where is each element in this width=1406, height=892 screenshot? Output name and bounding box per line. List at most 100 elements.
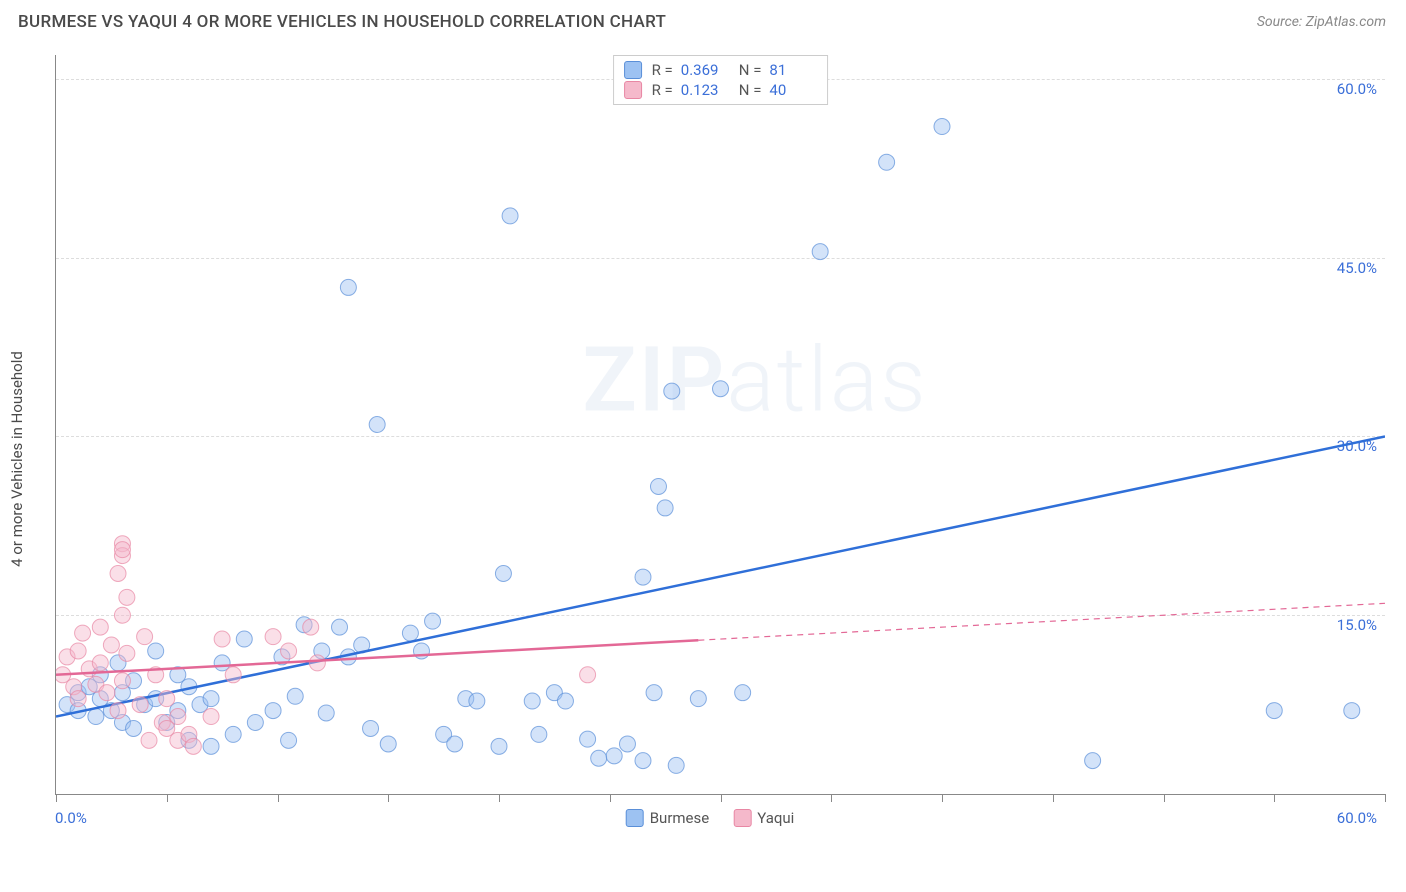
scatter-point <box>99 685 115 701</box>
scatter-point <box>657 500 673 516</box>
scatter-point <box>502 208 518 224</box>
scatter-point <box>281 643 297 659</box>
scatter-point <box>646 685 662 701</box>
plot-area: ZIPatlas R = 0.369 N = 81 R = 0.123 N = … <box>55 55 1385 795</box>
scatter-point <box>690 691 706 707</box>
x-tick <box>499 794 500 802</box>
scatter-point <box>606 748 622 764</box>
scatter-point <box>303 619 319 635</box>
scatter-point <box>447 736 463 752</box>
legend-bottom-item-0: Burmese <box>626 809 710 827</box>
scatter-point <box>619 736 635 752</box>
scatter-point <box>225 667 241 683</box>
x-tick <box>56 794 57 802</box>
scatter-point <box>340 279 356 295</box>
x-tick <box>1053 794 1054 802</box>
scatter-point <box>225 726 241 742</box>
scatter-point <box>713 381 729 397</box>
scatter-point <box>75 625 91 641</box>
scatter-point <box>879 154 895 170</box>
legend-bottom-label-0: Burmese <box>650 809 710 827</box>
legend-n-label: N = <box>739 81 762 99</box>
legend-n-val-1: 40 <box>769 81 817 99</box>
scatter-point <box>114 673 130 689</box>
legend-swatch-1 <box>624 81 642 99</box>
plot-svg <box>56 55 1385 794</box>
trend-line-solid <box>56 436 1385 716</box>
scatter-point <box>203 738 219 754</box>
chart-container: 4 or more Vehicles in Household ZIPatlas… <box>35 55 1385 845</box>
x-tick <box>942 794 943 802</box>
scatter-point <box>170 709 186 725</box>
scatter-point <box>126 720 142 736</box>
scatter-point <box>531 726 547 742</box>
scatter-point <box>203 691 219 707</box>
legend-bottom-swatch-0 <box>626 809 644 827</box>
scatter-point <box>735 685 751 701</box>
scatter-point <box>524 693 540 709</box>
legend-stats-row-0: R = 0.369 N = 81 <box>624 60 818 80</box>
scatter-point <box>92 619 108 635</box>
x-tick <box>167 794 168 802</box>
scatter-point <box>110 703 126 719</box>
x-tick <box>831 794 832 802</box>
scatter-point <box>332 619 348 635</box>
legend-stats-row-1: R = 0.123 N = 40 <box>624 80 818 100</box>
legend-r-label: R = <box>652 81 673 99</box>
scatter-point <box>132 697 148 713</box>
scatter-point <box>88 709 104 725</box>
scatter-point <box>380 736 396 752</box>
scatter-point <box>650 478 666 494</box>
scatter-point <box>114 607 130 623</box>
scatter-point <box>934 119 950 135</box>
scatter-point <box>557 693 573 709</box>
x-axis-label-right: 60.0% <box>1337 809 1377 827</box>
scatter-point <box>1085 753 1101 769</box>
x-axis-label-left: 0.0% <box>55 809 87 827</box>
trend-line-dashed <box>698 603 1385 640</box>
scatter-point <box>114 542 130 558</box>
y-axis-label: 4 or more Vehicles in Household <box>8 351 26 567</box>
scatter-point <box>1344 703 1360 719</box>
scatter-point <box>1266 703 1282 719</box>
scatter-point <box>591 750 607 766</box>
legend-r-label: R = <box>652 61 673 79</box>
scatter-point <box>70 643 86 659</box>
legend-bottom: Burmese Yaqui <box>626 809 795 827</box>
scatter-point <box>185 738 201 754</box>
legend-bottom-label-1: Yaqui <box>757 809 794 827</box>
scatter-point <box>92 655 108 671</box>
scatter-point <box>110 565 126 581</box>
legend-swatch-0 <box>624 61 642 79</box>
scatter-point <box>265 703 281 719</box>
scatter-point <box>664 383 680 399</box>
scatter-point <box>247 714 263 730</box>
scatter-point <box>580 667 596 683</box>
x-tick <box>1274 794 1275 802</box>
scatter-point <box>363 720 379 736</box>
scatter-point <box>369 417 385 433</box>
x-tick <box>388 794 389 802</box>
scatter-point <box>148 643 164 659</box>
x-tick <box>610 794 611 802</box>
scatter-point <box>119 645 135 661</box>
scatter-point <box>203 709 219 725</box>
legend-bottom-swatch-1 <box>733 809 751 827</box>
legend-r-val-0: 0.369 <box>681 61 729 79</box>
legend-n-label: N = <box>739 61 762 79</box>
scatter-point <box>580 731 596 747</box>
source-label: Source: ZipAtlas.com <box>1257 14 1386 30</box>
scatter-point <box>159 691 175 707</box>
scatter-point <box>318 705 334 721</box>
chart-header: BURMESE VS YAQUI 4 OR MORE VEHICLES IN H… <box>0 0 1406 40</box>
scatter-point <box>812 244 828 260</box>
scatter-point <box>635 569 651 585</box>
scatter-point <box>281 732 297 748</box>
scatter-point <box>119 589 135 605</box>
scatter-point <box>287 688 303 704</box>
legend-bottom-item-1: Yaqui <box>733 809 794 827</box>
scatter-point <box>402 625 418 641</box>
scatter-point <box>309 655 325 671</box>
scatter-point <box>635 753 651 769</box>
scatter-point <box>236 631 252 647</box>
